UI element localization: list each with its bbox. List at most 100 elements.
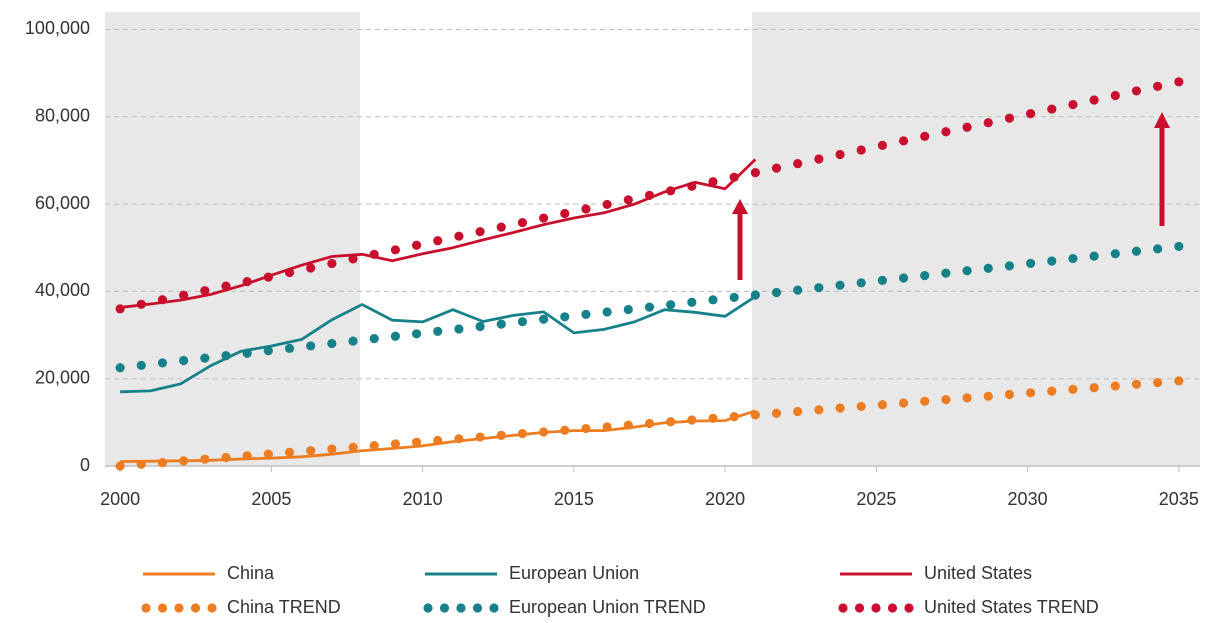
- trend-dot: [475, 227, 485, 237]
- trend-dot: [306, 446, 316, 456]
- trend-dot: [390, 439, 400, 449]
- trend-dot: [136, 360, 146, 370]
- trend-dot: [115, 363, 125, 373]
- trend-dot: [115, 304, 125, 314]
- trend-dot: [475, 321, 485, 332]
- legend-label: United States TREND: [924, 597, 1099, 617]
- trend-dot: [1026, 258, 1036, 269]
- trend-dot: [115, 461, 125, 471]
- trend-dot: [771, 163, 782, 173]
- trend-dot: [941, 127, 951, 137]
- trend-dot: [687, 181, 697, 191]
- trend-dot: [581, 204, 591, 214]
- legend-label: European Union TREND: [509, 597, 706, 617]
- trend-dot: [835, 280, 845, 290]
- trend-dot: [221, 452, 231, 463]
- trend-dot: [411, 240, 422, 250]
- trend-dot: [877, 275, 887, 286]
- x-tick-label: 2010: [403, 489, 443, 509]
- trend-dot: [263, 449, 273, 459]
- trend-dot: [200, 353, 210, 363]
- trend-dot: [348, 254, 358, 264]
- y-tick-label: 40,000: [35, 280, 90, 300]
- legend-swatch: [887, 603, 898, 613]
- x-tick-label: 2035: [1159, 489, 1199, 509]
- trend-dot: [390, 331, 400, 341]
- trend-dot: [1110, 90, 1120, 101]
- trend-dot: [496, 430, 506, 440]
- trend-dot: [475, 432, 485, 442]
- trend-dot: [369, 334, 379, 344]
- trend-dot: [496, 319, 506, 329]
- trend-dot: [157, 295, 168, 305]
- trend-dot: [517, 317, 528, 327]
- trend-dot: [284, 447, 295, 457]
- plot: [115, 77, 1184, 471]
- trend-dot: [560, 312, 570, 322]
- trend-dot: [1131, 379, 1142, 389]
- trend-dot: [454, 231, 464, 241]
- x-tick-label: 2000: [100, 489, 140, 509]
- trend-dot: [327, 444, 337, 454]
- trend-dot: [242, 277, 252, 287]
- trend-dot: [666, 186, 676, 196]
- legend-swatch: [472, 603, 483, 613]
- trend-dot: [1068, 253, 1078, 264]
- trend-dot: [263, 272, 273, 282]
- trend-dot: [433, 326, 443, 336]
- trend-dot: [539, 427, 549, 437]
- y-tick-label: 20,000: [35, 367, 90, 387]
- shaded-region: [105, 12, 360, 466]
- legend-swatch: [871, 603, 881, 613]
- trend-dot: [983, 118, 993, 128]
- trend-dot: [390, 245, 400, 255]
- trend-dot: [962, 393, 972, 403]
- trend-dot: [539, 213, 549, 223]
- trend-dot: [623, 195, 633, 205]
- trend-dot: [1004, 261, 1015, 271]
- trend-dot: [898, 273, 909, 283]
- trend-dot: [539, 314, 549, 324]
- trend-dot: [411, 437, 422, 447]
- trend-dot: [496, 222, 506, 232]
- trend-dot: [983, 391, 993, 401]
- trend-dot: [1131, 86, 1142, 96]
- trend-dot: [835, 149, 845, 160]
- trend-dot: [1174, 241, 1184, 252]
- trend-dot: [200, 286, 210, 296]
- trend-dot: [644, 190, 655, 200]
- trend-dot: [1110, 249, 1120, 259]
- trend-dot: [454, 434, 464, 444]
- trend-dot: [1047, 386, 1057, 396]
- legend-swatch: [423, 603, 433, 613]
- trend-dot: [560, 425, 570, 435]
- trend-dot: [602, 422, 612, 432]
- trend-dot: [454, 324, 464, 334]
- trend-dot: [856, 145, 866, 155]
- trend-dot: [793, 285, 803, 295]
- trend-dot: [602, 307, 612, 317]
- trend-dot: [306, 263, 316, 273]
- trend-dot: [369, 440, 379, 451]
- trend-dot: [644, 302, 655, 312]
- trend-dot: [157, 457, 168, 468]
- trend-dot: [1047, 256, 1057, 266]
- trend-dot: [242, 348, 252, 358]
- trend-dot: [348, 336, 358, 346]
- legend-label: China TREND: [227, 597, 341, 617]
- trend-dot: [136, 299, 146, 309]
- trend-dot: [920, 270, 930, 281]
- trend-dot: [708, 413, 718, 423]
- trend-dot: [157, 358, 168, 368]
- x-tick-label: 2005: [251, 489, 291, 509]
- legend-swatch: [854, 603, 865, 613]
- trend-dot: [1131, 246, 1142, 256]
- trend-dot: [1026, 109, 1036, 119]
- trend-dot: [1004, 389, 1015, 400]
- trend-dot: [708, 295, 718, 305]
- trend-dot: [962, 122, 972, 132]
- legend-label: European Union: [509, 563, 639, 583]
- trend-dot: [306, 341, 316, 351]
- trend-dot: [835, 403, 845, 413]
